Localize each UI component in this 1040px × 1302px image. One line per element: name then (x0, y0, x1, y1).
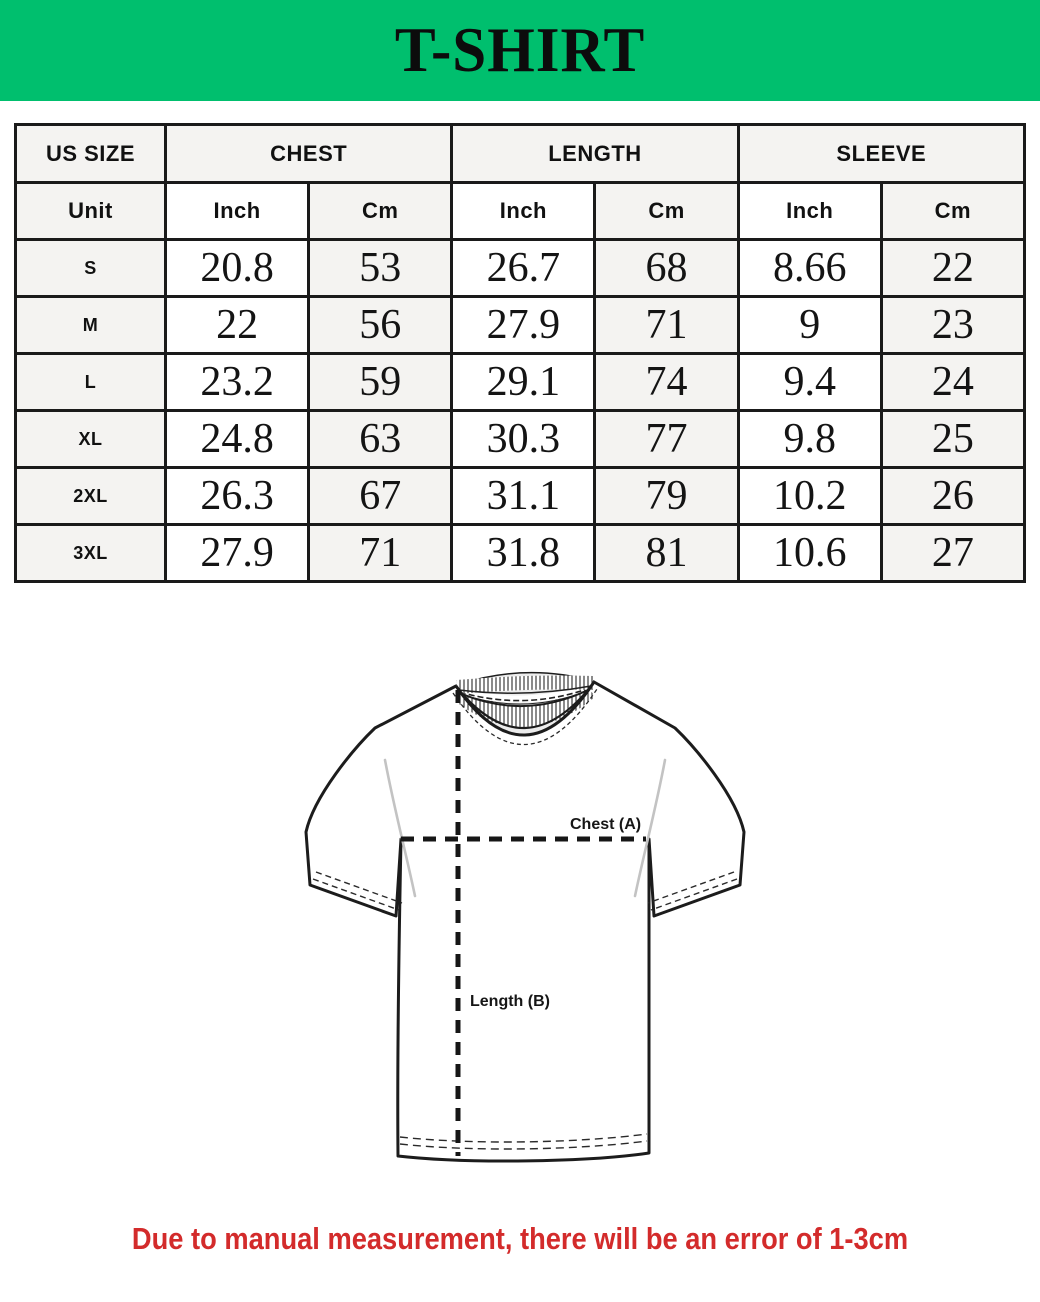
value-cell: 26.3 (163, 466, 311, 526)
size-table: US SIZE CHEST LENGTH SLEEVE Unit Inch Cm… (14, 123, 1027, 583)
value-cell: 22 (163, 295, 311, 355)
unit-header: Unit (14, 181, 167, 241)
size-label-cell: XL (14, 409, 167, 469)
value-cell: 24.8 (163, 409, 311, 469)
length-inch-header: Inch (450, 181, 597, 241)
size-label-cell: M (14, 295, 167, 355)
tshirt-outline (304, 671, 746, 1163)
value-cell: 71 (593, 295, 740, 355)
length-header: LENGTH (450, 123, 740, 184)
value-cell: 22 (879, 238, 1027, 298)
value-cell: 30.3 (450, 409, 597, 469)
value-cell: 63 (307, 409, 454, 469)
value-cell: 8.66 (736, 238, 883, 298)
us-size-header: US SIZE (14, 123, 167, 184)
value-cell: 10.2 (736, 466, 883, 526)
size-label-cell: 3XL (14, 523, 167, 583)
measurement-note: Due to manual measurement, there will be… (0, 1220, 1040, 1257)
page-title: T-SHIRT (394, 15, 646, 85)
size-label-cell: L (14, 352, 167, 412)
table-row: 3XL 27.9 71 31.8 81 10.6 27 (14, 523, 1027, 583)
value-cell: 68 (593, 238, 740, 298)
title-banner: T-SHIRT (0, 0, 1040, 101)
value-cell: 71 (307, 523, 454, 583)
value-cell: 27.9 (450, 295, 597, 355)
tshirt-measurement-diagram: Chest (A) Length (B) (258, 648, 782, 1182)
value-cell: 31.1 (450, 466, 597, 526)
sleeve-header: SLEEVE (736, 123, 1027, 184)
value-cell: 59 (307, 352, 454, 412)
value-cell: 56 (307, 295, 454, 355)
value-cell: 31.8 (450, 523, 597, 583)
table-row: 2XL 26.3 67 31.1 79 10.2 26 (14, 466, 1027, 526)
value-cell: 29.1 (450, 352, 597, 412)
sleeve-inch-header: Inch (736, 181, 883, 241)
length-cm-header: Cm (593, 181, 740, 241)
value-cell: 79 (593, 466, 740, 526)
table-unit-header-row: Unit Inch Cm Inch Cm Inch Cm (14, 181, 1027, 241)
value-cell: 9.8 (736, 409, 883, 469)
value-cell: 77 (593, 409, 740, 469)
value-cell: 74 (593, 352, 740, 412)
value-cell: 27 (879, 523, 1027, 583)
value-cell: 26 (879, 466, 1027, 526)
collar (452, 673, 598, 746)
value-cell: 26.7 (450, 238, 597, 298)
value-cell: 20.8 (163, 238, 311, 298)
value-cell: 67 (307, 466, 454, 526)
table-row: M 22 56 27.9 71 9 23 (14, 295, 1027, 355)
table-group-header-row: US SIZE CHEST LENGTH SLEEVE (14, 123, 1027, 184)
sleeve-hem-stitches (312, 871, 738, 911)
left-sleeve-crease (383, 758, 417, 898)
size-label-cell: S (14, 238, 167, 298)
chest-inch-header: Inch (163, 181, 311, 241)
chest-cm-header: Cm (307, 181, 454, 241)
size-label-cell: 2XL (14, 466, 167, 526)
value-cell: 81 (593, 523, 740, 583)
value-cell: 23 (879, 295, 1027, 355)
right-sleeve-crease (633, 758, 667, 898)
table-row: XL 24.8 63 30.3 77 9.8 25 (14, 409, 1027, 469)
table-row: L 23.2 59 29.1 74 9.4 24 (14, 352, 1027, 412)
chest-header: CHEST (163, 123, 454, 184)
value-cell: 53 (307, 238, 454, 298)
table-row: S 20.8 53 26.7 68 8.66 22 (14, 238, 1027, 298)
value-cell: 23.2 (163, 352, 311, 412)
sleeve-cm-header: Cm (879, 181, 1027, 241)
value-cell: 9 (736, 295, 883, 355)
value-cell: 24 (879, 352, 1027, 412)
tshirt-illustration: Chest (A) Length (B) (304, 671, 746, 1163)
length-line-label: Length (B) (470, 993, 550, 1010)
value-cell: 27.9 (163, 523, 311, 583)
chest-line-label: Chest (A) (570, 816, 641, 833)
value-cell: 10.6 (736, 523, 883, 583)
value-cell: 9.4 (736, 352, 883, 412)
measurement-note-text: Due to manual measurement, there will be… (131, 1221, 909, 1256)
value-cell: 25 (879, 409, 1027, 469)
bottom-hem-stitches (399, 1133, 648, 1150)
